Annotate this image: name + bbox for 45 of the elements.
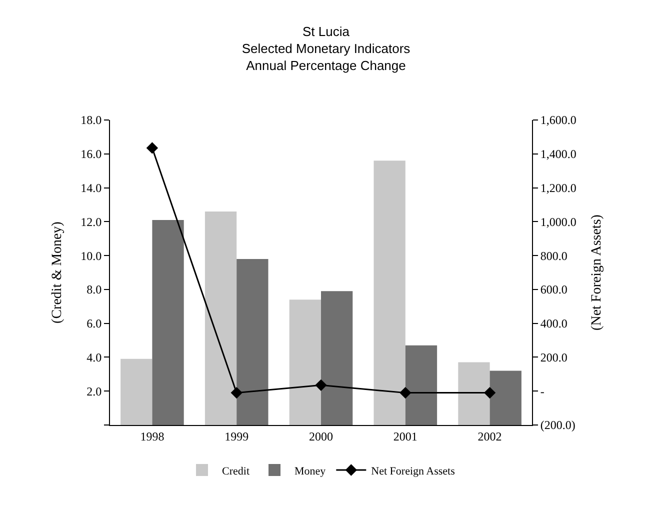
point xyxy=(230,386,242,399)
x-tick-label: 1998 xyxy=(140,429,164,444)
bar xyxy=(289,300,321,425)
y-tick-label: 8.0 xyxy=(86,282,102,297)
bar xyxy=(236,258,268,425)
bar xyxy=(321,291,353,425)
point xyxy=(400,386,412,399)
x-tick-label: 1999 xyxy=(224,429,249,444)
y-tick-label: 4.0 xyxy=(86,350,102,364)
x-tick-label: 2002 xyxy=(478,429,502,444)
y-tick-label: 6.0 xyxy=(86,316,102,331)
y2-tick-label: 800.0 xyxy=(540,248,568,263)
y2-axis-title: (Net Foreign Assets) xyxy=(590,214,605,330)
bar xyxy=(152,220,184,425)
bar xyxy=(458,362,490,425)
y2-tick-label: 1,400.0 xyxy=(540,147,576,162)
y2-tick-label: 1,600.0 xyxy=(540,113,576,128)
y-tick-label: 12.0 xyxy=(80,214,102,229)
chart-title: St Lucia Selected Monetary Indicators Annual Percentage Change xyxy=(242,24,411,73)
y-tick-label: 16.0 xyxy=(80,147,102,162)
legend-label: Credit xyxy=(222,465,250,478)
y2-tick-label: 1,200.0 xyxy=(540,180,576,195)
y-tick-label: 14.0 xyxy=(80,180,102,195)
y2-tick-label: (200.0) xyxy=(540,418,576,432)
legend-label: Net Foreign Assets xyxy=(371,465,455,478)
bar xyxy=(405,345,438,425)
bar xyxy=(490,370,522,425)
point xyxy=(315,379,327,392)
y-tick-label: 10.0 xyxy=(80,248,102,263)
legend-label: Money xyxy=(294,465,326,478)
x-tick-label: 2000 xyxy=(309,429,333,444)
y2-tick-label: - xyxy=(540,384,544,398)
y-axis-title: (Credit & Money) xyxy=(50,221,66,324)
y2-tick-label: 1,000.0 xyxy=(540,214,576,229)
x-tick-label: 2001 xyxy=(393,429,418,444)
y-tick-label: 18.0 xyxy=(80,113,102,128)
bar xyxy=(120,358,152,425)
bar xyxy=(204,212,237,425)
bar xyxy=(374,160,406,425)
y-tick-label: 2.0 xyxy=(86,384,102,398)
y2-tick-label: 600.0 xyxy=(540,282,568,297)
point xyxy=(146,142,158,154)
y2-tick-label: 400.0 xyxy=(540,316,568,331)
point xyxy=(484,386,496,399)
y2-tick-label: 200.0 xyxy=(540,350,568,364)
